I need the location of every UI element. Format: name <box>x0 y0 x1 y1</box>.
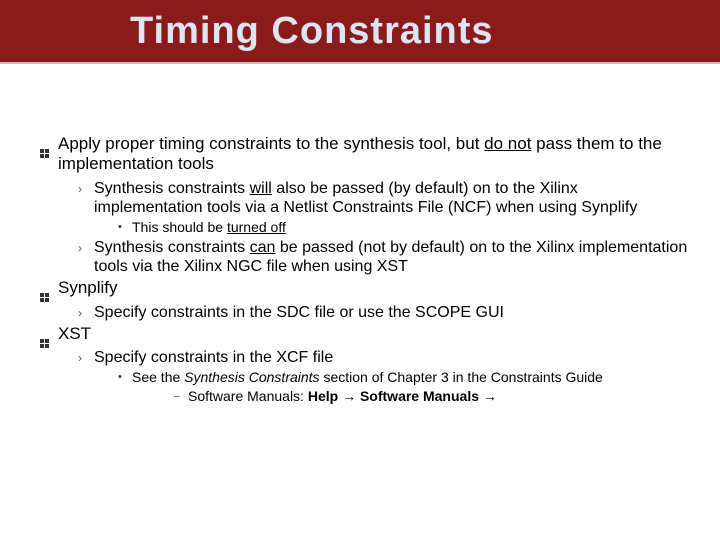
bullet-apply-constraints: Apply proper timing constraints to the s… <box>40 134 690 175</box>
text: Synplify <box>58 278 118 297</box>
text: Specify constraints in the XCF file <box>94 349 333 366</box>
text: This should be turned off <box>132 219 286 235</box>
square-bullet-icon <box>40 328 49 348</box>
text: XST <box>58 324 91 343</box>
square-bullet-icon <box>40 138 49 158</box>
slide-title: Timing Constraints <box>130 10 494 53</box>
bullet-xst: XST <box>40 324 690 344</box>
text: Specify constraints in the SDC file or u… <box>94 304 504 321</box>
bullet-see-constraints: • See the Synthesis Constraints section … <box>40 369 690 386</box>
text: Synthesis constraints can be passed (not… <box>94 239 687 275</box>
chevron-icon: › <box>78 351 82 365</box>
bullet-synthesis-can: › Synthesis constraints can be passed (n… <box>40 238 690 276</box>
bullet-sdc: › Specify constraints in the SDC file or… <box>40 303 690 322</box>
dot-icon: • <box>118 371 122 384</box>
bullet-software-manuals: – Software Manuals: Help → Software Manu… <box>40 388 690 405</box>
chevron-icon: › <box>78 182 82 196</box>
chevron-icon: › <box>78 241 82 255</box>
text: Software Manuals: Help → Software Manual… <box>188 388 497 404</box>
text: Synthesis constraints will also be passe… <box>94 180 637 216</box>
bullet-turned-off: • This should be turned off <box>40 219 690 236</box>
bullet-synplify: Synplify <box>40 278 690 298</box>
dash-icon: – <box>174 391 180 403</box>
slide-content: Apply proper timing constraints to the s… <box>0 64 720 405</box>
bullet-xcf: › Specify constraints in the XCF file <box>40 348 690 367</box>
title-bar: Timing Constraints <box>0 0 720 64</box>
chevron-icon: › <box>78 306 82 320</box>
dot-icon: • <box>118 221 122 234</box>
bullet-synthesis-will: › Synthesis constraints will also be pas… <box>40 179 690 217</box>
text: Apply proper timing constraints to the s… <box>58 134 662 173</box>
text: See the Synthesis Constraints section of… <box>132 369 603 385</box>
square-bullet-icon <box>40 282 49 302</box>
